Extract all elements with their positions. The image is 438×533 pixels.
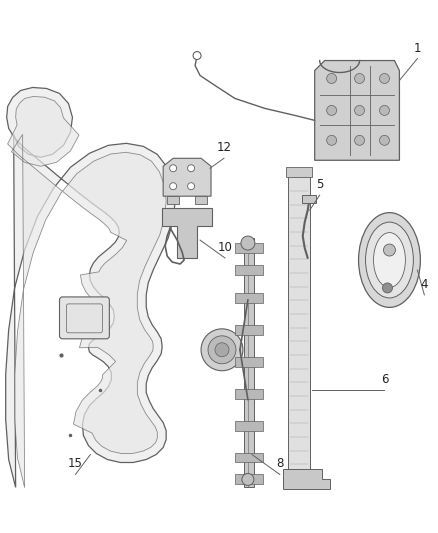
Text: 12: 12: [216, 141, 232, 154]
Text: 15: 15: [68, 457, 83, 471]
Bar: [244, 238, 254, 487]
Circle shape: [187, 183, 194, 190]
Text: 1: 1: [413, 42, 421, 54]
Text: 6: 6: [381, 373, 388, 386]
Bar: [235, 265, 263, 275]
Circle shape: [355, 106, 364, 116]
Bar: [235, 389, 263, 399]
Polygon shape: [283, 470, 330, 489]
Circle shape: [355, 74, 364, 84]
Circle shape: [379, 106, 389, 116]
Polygon shape: [6, 87, 175, 487]
Circle shape: [187, 165, 194, 172]
Ellipse shape: [374, 232, 406, 287]
Bar: [235, 243, 263, 253]
Ellipse shape: [215, 343, 229, 357]
Text: 5: 5: [316, 178, 323, 191]
Circle shape: [170, 165, 177, 172]
Polygon shape: [163, 158, 211, 196]
Circle shape: [379, 74, 389, 84]
Circle shape: [327, 74, 337, 84]
Circle shape: [355, 135, 364, 146]
Text: 8: 8: [276, 457, 283, 471]
Bar: [167, 196, 179, 204]
Bar: [195, 196, 207, 204]
Bar: [235, 453, 263, 463]
Text: 4: 4: [420, 278, 428, 291]
Circle shape: [193, 52, 201, 60]
Bar: [235, 357, 263, 367]
Circle shape: [170, 183, 177, 190]
Bar: [235, 325, 263, 335]
Ellipse shape: [208, 336, 236, 364]
Circle shape: [242, 473, 254, 486]
Polygon shape: [7, 96, 166, 488]
Ellipse shape: [201, 329, 243, 371]
Bar: [235, 293, 263, 303]
Bar: [235, 421, 263, 431]
Bar: [286, 167, 312, 177]
Circle shape: [241, 236, 255, 250]
FancyBboxPatch shape: [60, 297, 110, 339]
Bar: [302, 195, 316, 203]
Circle shape: [382, 283, 392, 293]
Ellipse shape: [366, 222, 413, 298]
Text: 10: 10: [218, 241, 233, 254]
Circle shape: [327, 106, 337, 116]
Bar: [288, 172, 310, 470]
Circle shape: [327, 135, 337, 146]
Polygon shape: [314, 61, 399, 160]
Ellipse shape: [359, 213, 420, 308]
Polygon shape: [162, 208, 212, 258]
Circle shape: [379, 135, 389, 146]
Bar: [235, 474, 263, 484]
Circle shape: [384, 244, 396, 256]
